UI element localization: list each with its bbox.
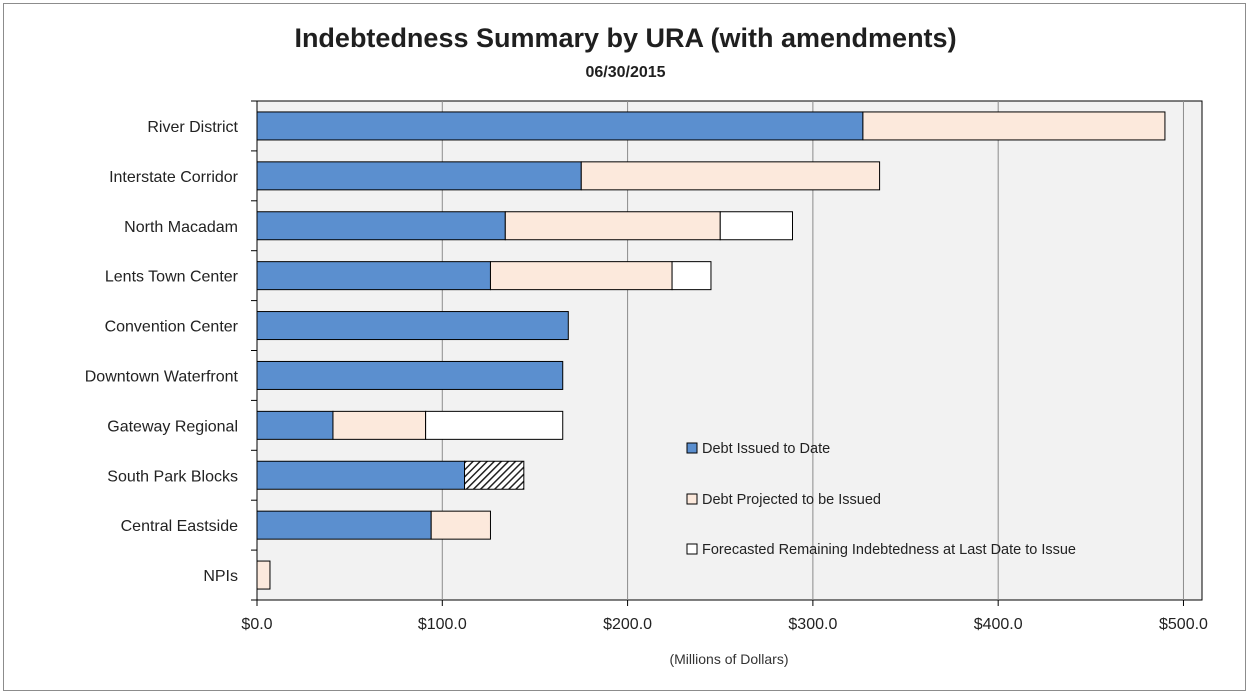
x-tick-label: $200.0: [603, 616, 652, 633]
bar-segment: [489, 261, 673, 291]
bar-segment: [256, 360, 564, 390]
x-tick-label: $100.0: [418, 616, 467, 633]
legend-swatch: [686, 493, 698, 505]
legend-label: Forecasted Remaining Indebtedness at Las…: [702, 542, 1076, 558]
y-tick-label: South Park Blocks: [107, 468, 238, 485]
bar-segment: [256, 211, 506, 241]
bar-segment: [256, 410, 334, 440]
y-tick-label: Convention Center: [105, 319, 239, 336]
bar-segment: [256, 111, 864, 141]
y-tick-label: River District: [147, 119, 238, 136]
x-axis: $0.0 $100.0 $200.0 $300.0 $400.0 $500.0: [241, 600, 1208, 633]
bar-segment: [719, 211, 793, 241]
legend-item: Forecasted Remaining Indebtedness at Las…: [686, 542, 1076, 558]
bar-segment: [504, 211, 721, 241]
bar-segment: [256, 161, 582, 191]
chart-title: Indebtedness Summary by URA (with amendm…: [294, 23, 957, 53]
bar-segment: [256, 510, 432, 540]
bar-segment: [580, 161, 881, 191]
legend-swatch: [686, 442, 698, 454]
bar-segment: [332, 410, 427, 440]
y-axis: River District Interstate Corridor North M…: [85, 100, 257, 601]
bars: [256, 111, 1166, 590]
x-tick-label: $0.0: [241, 616, 272, 633]
y-tick-label: Lents Town Center: [105, 269, 239, 286]
bar-segment: [256, 560, 271, 590]
legend-item: Debt Issued to Date: [686, 441, 830, 457]
bar-segment: [256, 261, 491, 291]
bar-segment: [425, 410, 564, 440]
legend-swatch: [686, 543, 698, 555]
legend: Debt Issued to Date Debt Projected to be …: [686, 441, 1076, 558]
bar-segment-hatched: [464, 460, 525, 490]
y-tick-label: Central Eastside: [121, 518, 238, 535]
y-tick-label: Gateway Regional: [107, 418, 238, 435]
x-tick-label: $400.0: [974, 616, 1023, 633]
legend-label: Debt Issued to Date: [702, 441, 830, 457]
x-tick-label: $500.0: [1159, 616, 1208, 633]
y-tick-label: NPIs: [203, 568, 238, 585]
y-tick-label: Downtown Waterfront: [85, 368, 239, 385]
bar-segment: [430, 510, 491, 540]
y-tick-label: Interstate Corridor: [109, 169, 239, 186]
legend-label: Debt Projected to be Issued: [702, 492, 881, 508]
legend-item: Debt Projected to be Issued: [686, 492, 881, 508]
x-tick-label: $300.0: [788, 616, 837, 633]
x-axis-label: (Millions of Dollars): [669, 651, 788, 667]
y-tick-label: North Macadam: [124, 219, 238, 236]
bar-segment: [671, 261, 712, 291]
chart-subtitle: 06/30/2015: [585, 64, 666, 81]
bar-segment: [862, 111, 1166, 141]
bar-segment: [256, 311, 569, 341]
bar-segment: [256, 460, 466, 490]
